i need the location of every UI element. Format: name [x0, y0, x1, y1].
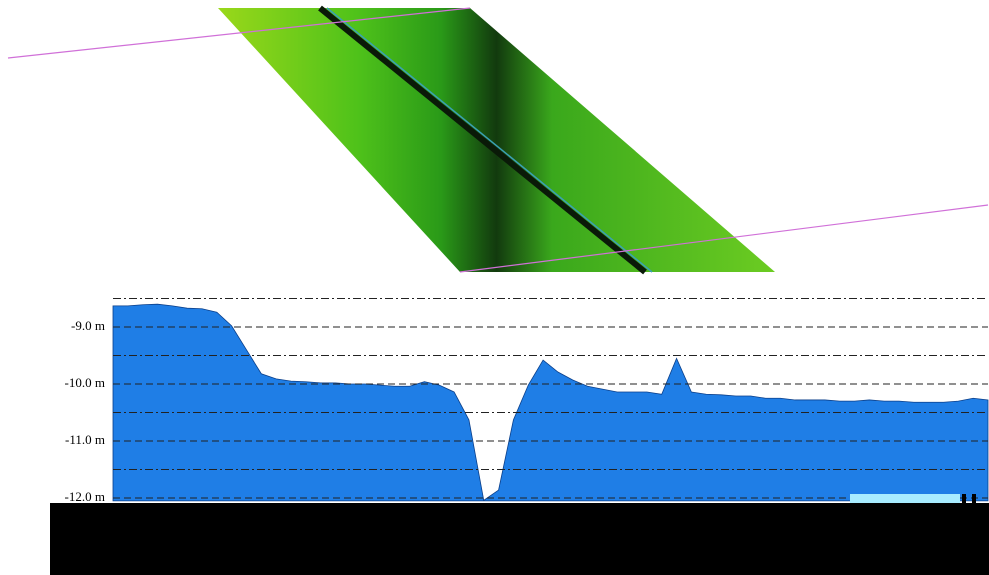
y-tick-label: -10.0 m: [65, 375, 105, 390]
y-tick-label: -9.0 m: [71, 318, 105, 333]
section-line: [459, 204, 989, 273]
y-tick-label: -12.0 m: [65, 489, 105, 504]
terrain-surface: [218, 8, 775, 272]
status-mark: [962, 494, 966, 503]
black-panel: [50, 503, 989, 575]
channel: [318, 5, 647, 275]
depth-area: [112, 303, 989, 502]
status-mark: [972, 494, 976, 503]
channel-edge: [326, 7, 653, 273]
section-line: [7, 7, 471, 59]
terrain-view: [7, 5, 989, 275]
status-bar: [850, 494, 960, 503]
y-tick-label: -11.0 m: [65, 432, 105, 447]
profile-chart: -9.0 m -10.0 m -11.0 m -12.0 m: [65, 298, 989, 504]
